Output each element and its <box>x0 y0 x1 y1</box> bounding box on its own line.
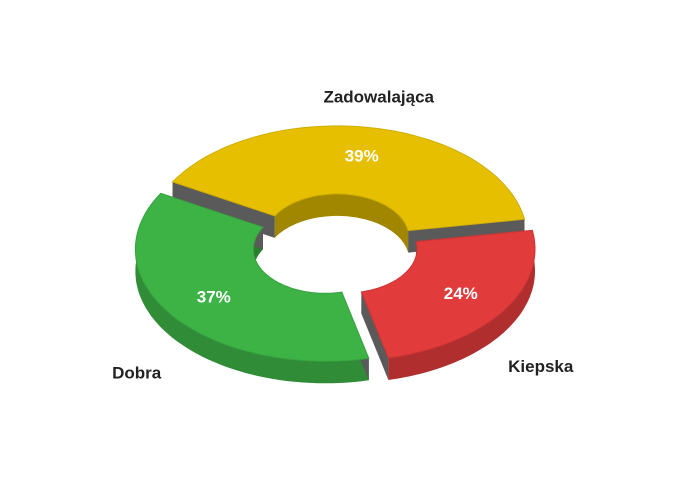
category-label: Kiepska <box>508 357 574 376</box>
slice-inner-wall <box>274 193 409 253</box>
category-label: Dobra <box>112 363 162 382</box>
slice-outer-wall <box>388 230 535 380</box>
slice <box>134 192 370 362</box>
tops <box>134 125 536 362</box>
value-label: 39% <box>345 147 379 166</box>
category-label: Zadowalająca <box>323 88 434 107</box>
labels: 39% Zadowalająca 24% Kiepska 37% Dobra <box>112 88 574 383</box>
slice-end-wall <box>361 291 389 380</box>
value-label: 24% <box>444 284 478 303</box>
slice-outer-wall <box>135 193 369 384</box>
value-label: 37% <box>197 288 231 307</box>
slice <box>171 125 526 232</box>
slice <box>360 229 536 359</box>
